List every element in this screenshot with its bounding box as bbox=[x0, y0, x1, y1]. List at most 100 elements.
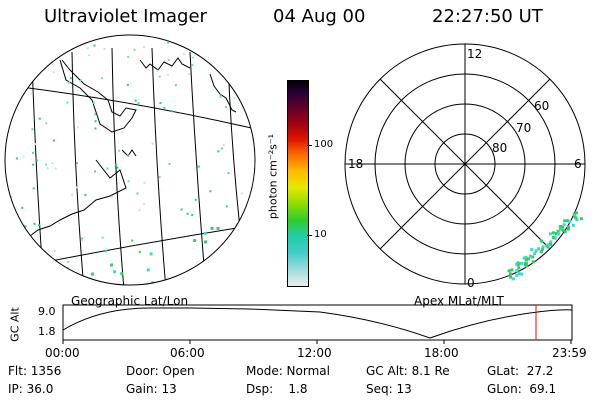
polar-plot: 12 18 6 0 60 70 80 bbox=[344, 43, 586, 290]
aurora-pixel bbox=[199, 268, 202, 272]
aurora-pixel bbox=[579, 217, 583, 221]
aurora-pixel bbox=[555, 232, 558, 235]
aurora-pixel bbox=[10, 196, 13, 198]
aurora-pixel bbox=[562, 223, 566, 227]
aurora-pixel bbox=[561, 228, 565, 232]
aurora-pixel bbox=[113, 270, 117, 274]
aurora-pixel bbox=[548, 232, 552, 236]
aurora-pixel bbox=[563, 230, 567, 234]
aurora-pixel bbox=[537, 247, 541, 251]
aurora-pixel bbox=[163, 107, 166, 109]
aurora-pixel bbox=[227, 172, 230, 174]
aurora-pixel bbox=[204, 240, 207, 244]
aurora-pixel bbox=[54, 249, 56, 252]
aurora-pixel bbox=[168, 162, 171, 165]
aurora-pixel bbox=[23, 236, 26, 239]
aurora-pixel bbox=[143, 46, 146, 48]
aurora-pixel bbox=[217, 66, 220, 69]
aurora-pixel bbox=[31, 128, 34, 131]
aurora-pixel bbox=[556, 232, 560, 236]
time-text: 22:27:50 UT bbox=[432, 6, 543, 27]
aurora-pixel bbox=[134, 99, 137, 102]
colorbar-unit-label: photon cm⁻²s⁻¹ bbox=[266, 133, 280, 220]
aurora-pixel bbox=[195, 282, 198, 285]
aurora-pixel bbox=[116, 166, 119, 169]
aurora-pixel bbox=[549, 240, 553, 244]
aurora-pixel bbox=[81, 237, 84, 240]
aurora-pixel bbox=[242, 70, 245, 73]
aurora-pixel bbox=[15, 157, 18, 160]
aurora-pixel bbox=[105, 250, 108, 253]
aurora-pixel bbox=[210, 226, 214, 230]
title-text: Ultraviolet Imager bbox=[44, 6, 207, 27]
aurora-pixel bbox=[517, 262, 521, 266]
aurora-pixel bbox=[561, 225, 565, 229]
aurora-pixel bbox=[75, 280, 79, 284]
aurora-pixel bbox=[551, 231, 555, 235]
altitude-xtick-1200: 12:00 bbox=[297, 346, 332, 360]
aurora-pixel bbox=[234, 252, 238, 256]
aurora-pixel bbox=[30, 92, 33, 95]
aurora-pixel bbox=[44, 163, 47, 166]
aurora-pixel bbox=[127, 56, 130, 58]
aurora-pixel bbox=[133, 48, 136, 51]
lat-label-70: 70 bbox=[516, 121, 531, 135]
lat-label-60: 60 bbox=[534, 99, 549, 113]
aurora-pixel bbox=[515, 262, 519, 266]
aurora-pixel bbox=[76, 287, 79, 290]
aurora-pixel bbox=[216, 282, 219, 285]
aurora-pixel bbox=[38, 117, 41, 120]
aurora-pixel bbox=[225, 205, 228, 208]
aurora-pixel bbox=[151, 142, 154, 145]
aurora-pixel bbox=[540, 239, 544, 243]
aurora-pixel bbox=[45, 122, 48, 125]
aurora-pixel bbox=[120, 272, 124, 276]
aurora-pixel bbox=[36, 159, 39, 162]
aurora-pixel bbox=[216, 226, 220, 230]
info-dsp: Dsp: 1.8 bbox=[246, 382, 308, 396]
altitude-xtick-2359: 23:59 bbox=[552, 346, 587, 360]
aurora-pixel bbox=[566, 227, 570, 231]
aurora-pixel bbox=[197, 165, 200, 168]
aurora-pixel bbox=[111, 195, 114, 198]
altitude-xtick-0600: 06:00 bbox=[170, 346, 205, 360]
aurora-pixel bbox=[524, 257, 528, 261]
aurora-pixel bbox=[515, 269, 519, 272]
aurora-pixel bbox=[520, 272, 524, 276]
aurora-pixel bbox=[245, 286, 248, 289]
aurora-pixel bbox=[110, 263, 114, 267]
aurora-pixel bbox=[132, 287, 135, 290]
aurora-pixel bbox=[94, 120, 97, 123]
aurora-pixel bbox=[77, 126, 79, 129]
aurora-pixel bbox=[146, 268, 150, 272]
aurora-pixel bbox=[237, 240, 240, 244]
aurora-pixel bbox=[66, 101, 69, 104]
colorbar-tick-10 bbox=[307, 235, 312, 236]
aurora-pixel bbox=[230, 64, 233, 67]
colorbar-label-100: 100 bbox=[314, 139, 334, 150]
colorbar-label-10: 10 bbox=[314, 229, 327, 240]
mlt-label-6: 6 bbox=[574, 157, 582, 171]
aurora-pixel bbox=[556, 229, 560, 233]
aurora-pixel bbox=[183, 52, 186, 55]
info-gcalt: GC Alt: 8.1 Re bbox=[366, 364, 450, 378]
aurora-pixel bbox=[221, 60, 224, 63]
aurora-pixel bbox=[231, 258, 235, 262]
aurora-pixel bbox=[523, 263, 527, 267]
aurora-pixel bbox=[226, 66, 229, 69]
aurora-pixel bbox=[81, 290, 84, 293]
aurora-pixel bbox=[512, 277, 516, 281]
aurora-pixel bbox=[131, 239, 134, 242]
aurora-pixel bbox=[247, 204, 250, 207]
aurora-pixel bbox=[222, 143, 225, 146]
aurora-pixel bbox=[158, 176, 161, 179]
lat-label-80: 80 bbox=[492, 141, 507, 155]
aurora-pixel bbox=[217, 150, 220, 153]
aurora-pixel bbox=[29, 246, 32, 249]
aurora-pixel bbox=[31, 51, 34, 54]
aurora-pixel bbox=[32, 151, 34, 154]
aurora-pixel bbox=[34, 143, 37, 146]
aurora-pixel bbox=[203, 231, 207, 235]
aurora-pixel bbox=[137, 102, 140, 104]
aurora-pixel bbox=[17, 274, 20, 277]
